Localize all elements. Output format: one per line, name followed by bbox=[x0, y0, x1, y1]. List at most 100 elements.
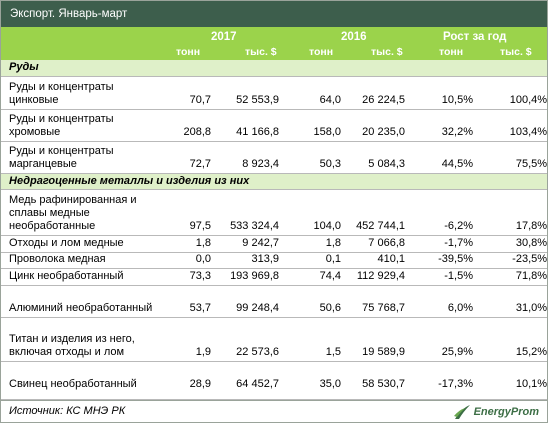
cell-growth-usd: 103,4% bbox=[473, 109, 548, 142]
row-name: Цинк необработанный bbox=[1, 268, 159, 286]
table-row: Медь рафинированная и сплавы медные необ… bbox=[1, 189, 548, 236]
cell-growth-usd: 10,1% bbox=[473, 361, 548, 400]
cell-growth-tonnes: -1,5% bbox=[405, 268, 473, 286]
cell-growth-usd: 100,4% bbox=[473, 76, 548, 110]
table-title-text: Экспорт. Январь-март bbox=[10, 8, 128, 20]
cell-growth-tonnes: 10,5% bbox=[405, 76, 473, 110]
cell-growth-tonnes: 25,9% bbox=[405, 317, 473, 362]
cell-growth-usd: 75,5% bbox=[473, 141, 548, 174]
cell-usd-2016: 7 066,8 bbox=[341, 235, 405, 253]
cell-tonnes-2016: 104,0 bbox=[279, 189, 341, 236]
cell-usd-2016: 452 744,1 bbox=[341, 189, 405, 236]
cell-tonnes-2016: 50,6 bbox=[279, 285, 341, 318]
cell-tonnes-2017: 208,8 bbox=[159, 109, 211, 142]
cell-tonnes-2016: 1,5 bbox=[279, 317, 341, 362]
cell-tonnes-2016: 74,4 bbox=[279, 268, 341, 286]
cell-usd-2016: 26 224,5 bbox=[341, 76, 405, 110]
header-year-2016: 2016 bbox=[341, 31, 367, 43]
cell-tonnes-2017: 97,5 bbox=[159, 189, 211, 236]
section-header: Руды bbox=[1, 60, 548, 77]
cell-usd-2017: 9 242,7 bbox=[211, 235, 279, 253]
cell-usd-2016: 19 589,9 bbox=[341, 317, 405, 362]
data-table: Руды Руды и концентраты цинковые 70,7 52… bbox=[1, 60, 548, 400]
header-year-2017: 2017 bbox=[211, 31, 237, 43]
cell-tonnes-2017: 0,0 bbox=[159, 252, 211, 269]
table-row: Титан и изделия из него, включая отходы … bbox=[1, 317, 548, 362]
cell-growth-tonnes: 32,2% bbox=[405, 109, 473, 142]
header-unit-usd-growth: тыс. $ bbox=[500, 46, 532, 58]
source-note: Источник: КС МНЭ РК bbox=[9, 405, 126, 417]
table-row: Отходы и лом медные 1,8 9 242,7 1,8 7 06… bbox=[1, 235, 548, 253]
cell-growth-usd: 31,0% bbox=[473, 285, 548, 318]
cell-growth-tonnes: -6,2% bbox=[405, 189, 473, 236]
row-name: Проволока медная bbox=[1, 252, 159, 269]
cell-tonnes-2017: 53,7 bbox=[159, 285, 211, 318]
cell-usd-2017: 99 248,4 bbox=[211, 285, 279, 318]
cell-growth-usd: 17,8% bbox=[473, 189, 548, 236]
section-title: Руды bbox=[1, 60, 548, 77]
cell-usd-2016: 112 929,4 bbox=[341, 268, 405, 286]
cell-growth-usd: -23,5% bbox=[473, 252, 548, 269]
cell-usd-2016: 5 084,3 bbox=[341, 141, 405, 174]
cell-growth-tonnes: -39,5% bbox=[405, 252, 473, 269]
cell-usd-2016: 20 235,0 bbox=[341, 109, 405, 142]
cell-usd-2017: 8 923,4 bbox=[211, 141, 279, 174]
cell-usd-2017: 533 324,4 bbox=[211, 189, 279, 236]
cell-tonnes-2016: 35,0 bbox=[279, 361, 341, 400]
cell-tonnes-2017: 1,8 bbox=[159, 235, 211, 253]
cell-tonnes-2016: 64,0 bbox=[279, 76, 341, 110]
cell-growth-tonnes: -1,7% bbox=[405, 235, 473, 253]
table-header: 2017 2016 Рост за год тонн тыс. $ тонн т… bbox=[1, 27, 547, 60]
header-unit-usd-2017: тыс. $ bbox=[245, 46, 277, 58]
row-name: Медь рафинированная и сплавы медные необ… bbox=[1, 189, 159, 236]
table-row: Руды и концентраты марганцевые 72,7 8 92… bbox=[1, 141, 548, 174]
table-row: Проволока медная 0,0 313,9 0,1 410,1 -39… bbox=[1, 252, 548, 269]
row-name: Алюминий необработанный bbox=[1, 285, 159, 318]
brand-logo: EnergyProm bbox=[453, 403, 539, 421]
table-footer: Источник: КС МНЭ РК EnergyProm bbox=[1, 400, 547, 422]
cell-usd-2017: 41 166,8 bbox=[211, 109, 279, 142]
cell-growth-tonnes: -17,3% bbox=[405, 361, 473, 400]
cell-usd-2017: 22 573,6 bbox=[211, 317, 279, 362]
cell-usd-2017: 52 553,9 bbox=[211, 76, 279, 110]
cell-usd-2016: 410,1 bbox=[341, 252, 405, 269]
table-row: Руды и концентраты хромовые 208,8 41 166… bbox=[1, 109, 548, 142]
row-name: Титан и изделия из него, включая отходы … bbox=[1, 317, 159, 362]
row-name: Руды и концентраты марганцевые bbox=[1, 141, 159, 174]
cell-tonnes-2017: 28,9 bbox=[159, 361, 211, 400]
cell-usd-2016: 75 768,7 bbox=[341, 285, 405, 318]
cell-growth-usd: 71,8% bbox=[473, 268, 548, 286]
row-name: Отходы и лом медные bbox=[1, 235, 159, 253]
row-name: Руды и концентраты хромовые bbox=[1, 109, 159, 142]
header-unit-usd-2016: тыс. $ bbox=[371, 46, 403, 58]
cell-tonnes-2016: 0,1 bbox=[279, 252, 341, 269]
energyprom-logo-icon bbox=[453, 405, 470, 419]
table-row: Руды и концентраты цинковые 70,7 52 553,… bbox=[1, 76, 548, 110]
cell-tonnes-2016: 50,3 bbox=[279, 141, 341, 174]
cell-tonnes-2016: 1,8 bbox=[279, 235, 341, 253]
row-name: Свинец необработанный bbox=[1, 361, 159, 400]
section-title: Недрагоценные металлы и изделия из них bbox=[1, 173, 548, 190]
cell-tonnes-2017: 72,7 bbox=[159, 141, 211, 174]
cell-usd-2016: 58 530,7 bbox=[341, 361, 405, 400]
cell-tonnes-2016: 158,0 bbox=[279, 109, 341, 142]
table-row: Цинк необработанный 73,3 193 969,8 74,4 … bbox=[1, 268, 548, 286]
cell-growth-tonnes: 44,5% bbox=[405, 141, 473, 174]
row-name: Руды и концентраты цинковые bbox=[1, 76, 159, 110]
section-header: Недрагоценные металлы и изделия из них bbox=[1, 173, 548, 190]
cell-usd-2017: 313,9 bbox=[211, 252, 279, 269]
cell-tonnes-2017: 1,9 bbox=[159, 317, 211, 362]
cell-usd-2017: 193 969,8 bbox=[211, 268, 279, 286]
table-title: Экспорт. Январь-март bbox=[1, 1, 547, 27]
brand-name: EnergyProm bbox=[473, 406, 539, 418]
header-unit-tonnes-2016: тонн bbox=[309, 46, 334, 58]
cell-usd-2017: 64 452,7 bbox=[211, 361, 279, 400]
cell-tonnes-2017: 73,3 bbox=[159, 268, 211, 286]
cell-growth-usd: 30,8% bbox=[473, 235, 548, 253]
header-growth: Рост за год bbox=[443, 31, 507, 43]
table-row: Алюминий необработанный 53,7 99 248,4 50… bbox=[1, 285, 548, 318]
cell-growth-usd: 15,2% bbox=[473, 317, 548, 362]
header-unit-tonnes-growth: тонн bbox=[439, 46, 464, 58]
header-unit-tonnes-2017: тонн bbox=[176, 46, 201, 58]
cell-tonnes-2017: 70,7 bbox=[159, 76, 211, 110]
